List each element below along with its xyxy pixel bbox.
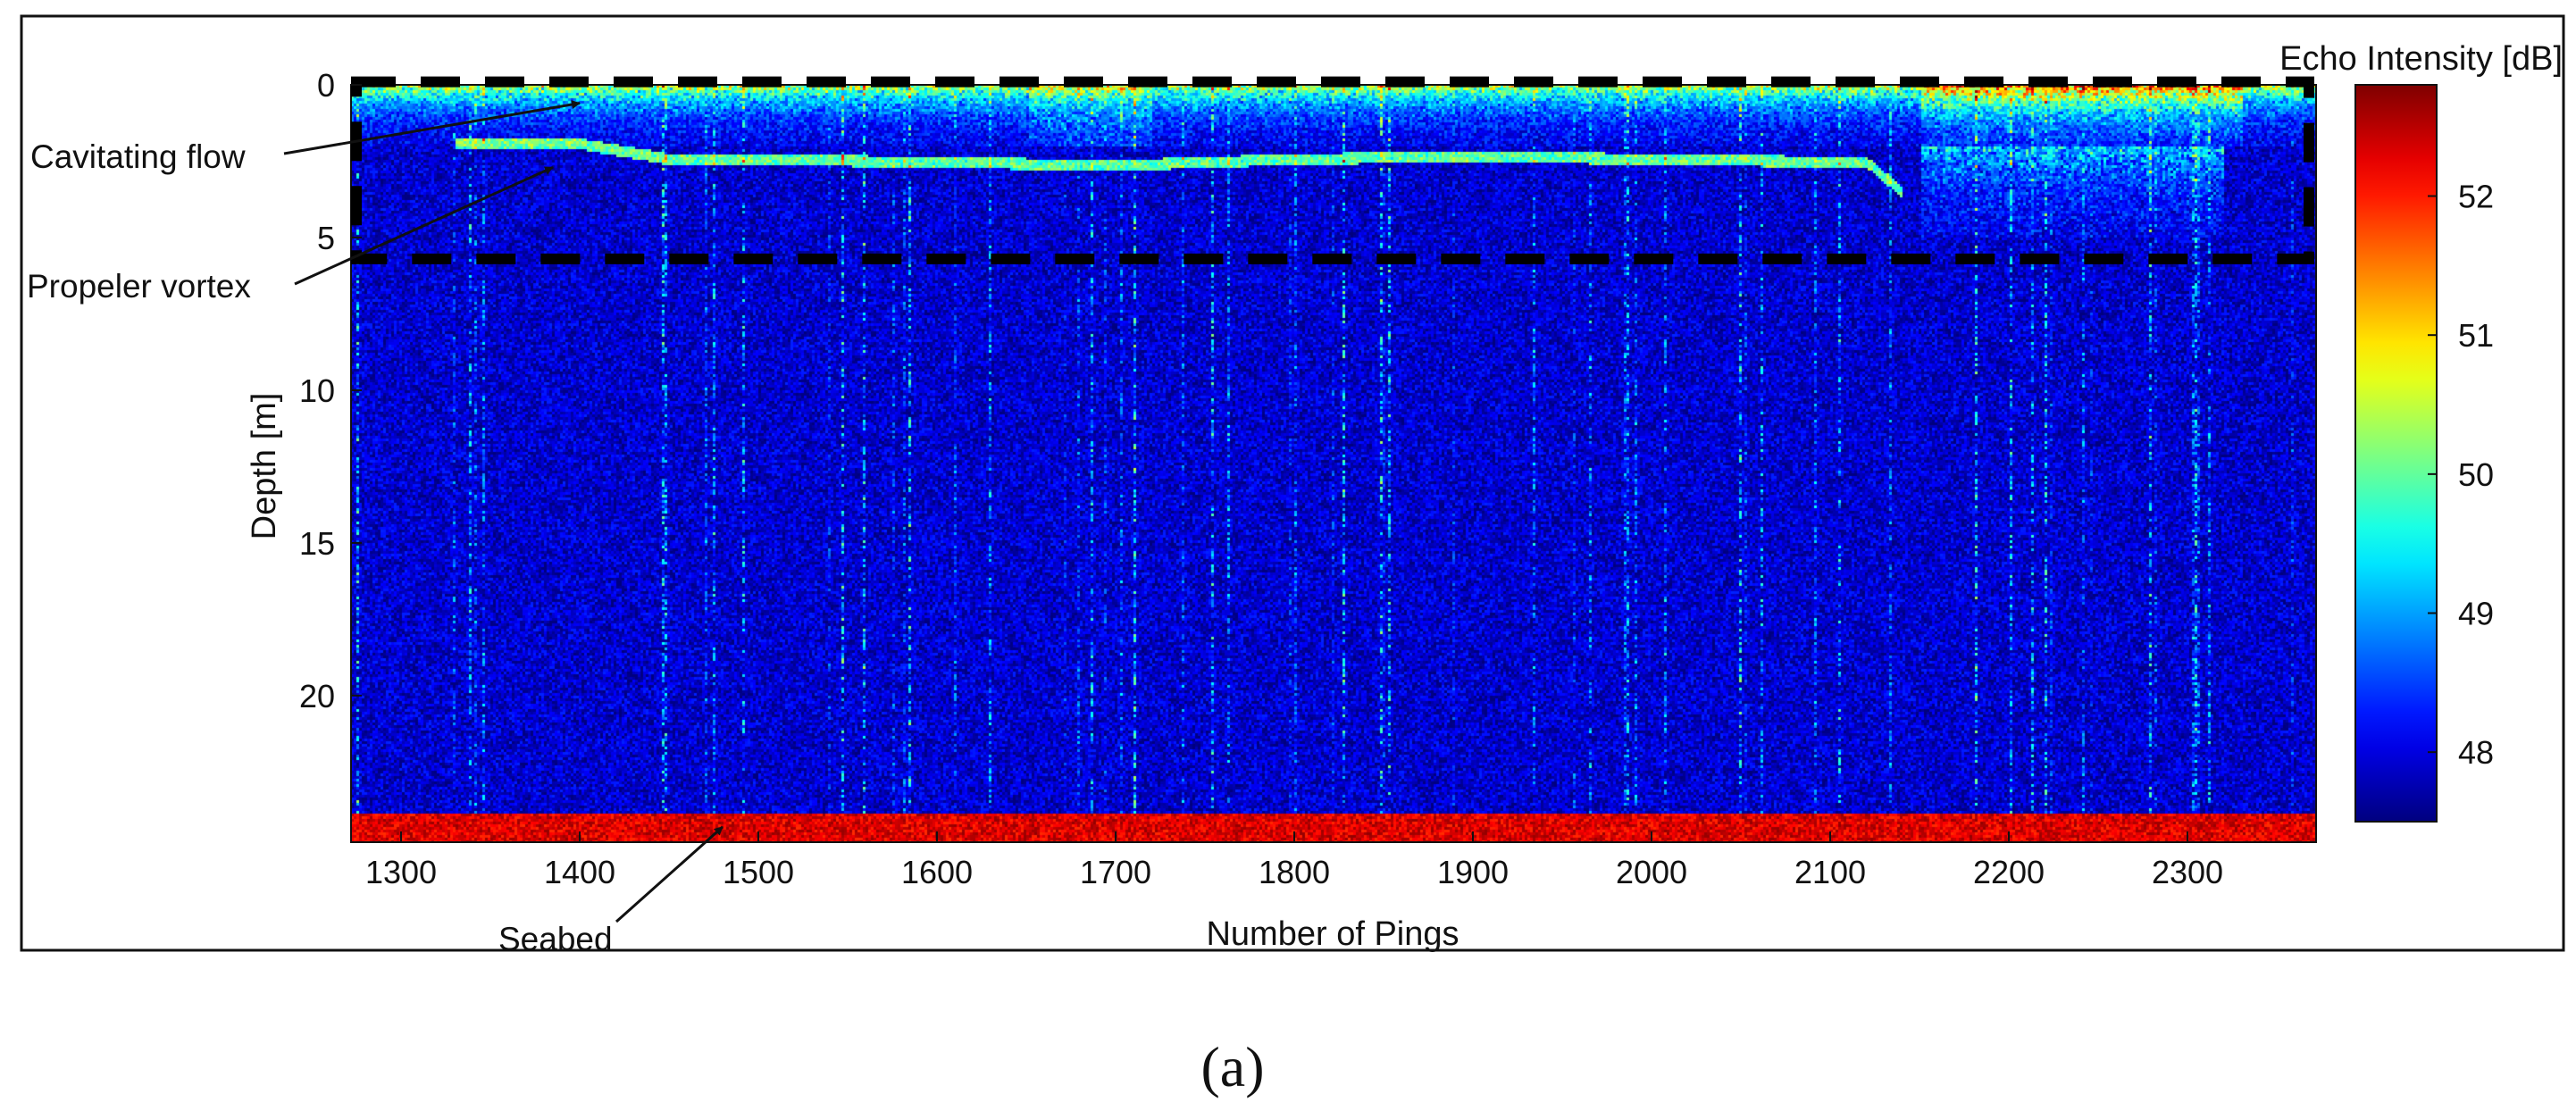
annotation-label: Seabed	[498, 921, 613, 957]
y-axis: 0 5 10 15 20	[299, 67, 362, 714]
colorbar-label: Echo Intensity [dB]	[2279, 40, 2563, 78]
colorbar-scale	[2354, 84, 2438, 823]
colorbar-tick-label: 50	[2458, 456, 2494, 493]
x-axis: 1300 1400 1500 1600 1700 1800 1900 2000 2100 2200…	[365, 831, 2223, 890]
x-tick-label: 1400	[544, 854, 615, 890]
annotation-arrow	[615, 825, 723, 923]
highlight-box	[351, 76, 2314, 264]
x-axis-label: Number of Pings	[1206, 915, 1459, 953]
y-tick-label: 15	[299, 525, 335, 562]
colorbar-tick-label: 51	[2458, 317, 2494, 354]
colorbar-tick-label: 52	[2458, 179, 2494, 215]
annotations: Cavitating flow Propeler vortex Seabed	[27, 100, 723, 957]
figure-caption: (a)	[1200, 1035, 1264, 1098]
x-tick-label: 1700	[1080, 854, 1151, 890]
colorbar: 48 49 50 51 52	[2354, 84, 2494, 823]
x-tick-label: 1300	[365, 854, 437, 890]
x-tick-label: 2200	[1973, 854, 2045, 890]
y-axis-label: Depth [m]	[246, 393, 283, 540]
annotation-label: Cavitating flow	[30, 138, 246, 175]
annotation-label: Propeler vortex	[27, 268, 251, 305]
y-tick-label: 10	[299, 372, 335, 409]
figure-frame	[20, 14, 2565, 952]
y-tick-label: 5	[317, 220, 335, 256]
colorbar-tick-label: 49	[2458, 596, 2494, 632]
y-tick-label: 20	[299, 678, 335, 714]
x-tick-label: 1500	[723, 854, 794, 890]
plot-area	[350, 76, 2317, 843]
annotation-arrow	[283, 100, 581, 155]
x-tick-label: 2000	[1616, 854, 1687, 890]
x-tick-label: 2100	[1794, 854, 1866, 890]
colorbar-tick-label: 48	[2458, 734, 2494, 771]
x-tick-label: 2300	[2152, 854, 2223, 890]
x-tick-label: 1600	[901, 854, 973, 890]
x-tick-label: 1900	[1437, 854, 1509, 890]
y-tick-label: 0	[317, 67, 335, 104]
echogram-heatmap	[351, 85, 2316, 842]
annotation-arrow	[294, 165, 554, 286]
x-tick-label: 1800	[1259, 854, 1330, 890]
